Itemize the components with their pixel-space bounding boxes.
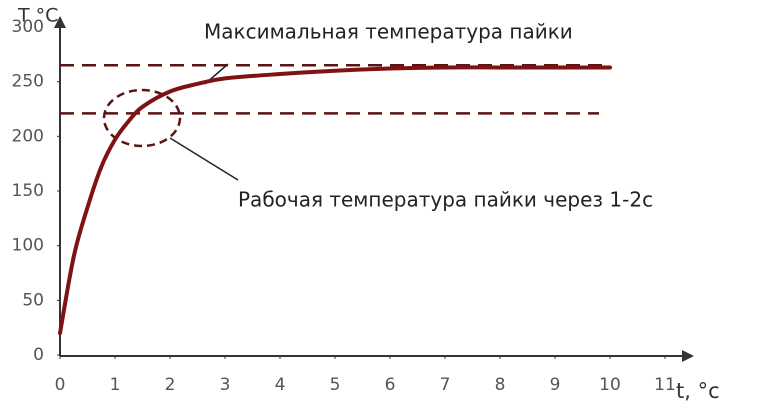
x-tick-label: 9: [550, 375, 561, 395]
x-arrow: [682, 350, 694, 362]
y-tick-label: 300: [12, 17, 44, 37]
line: [58, 65, 612, 336]
highlight-ellipse: [102, 88, 182, 148]
x-tick-label: 3: [220, 375, 231, 395]
x-tick-label: 8: [495, 375, 506, 395]
x-tick-label: 10: [599, 375, 621, 395]
y-tick-label: 200: [12, 126, 44, 146]
x-tick-label: 5: [330, 375, 341, 395]
x-tick-label: 11: [654, 375, 676, 395]
x-tick-label: 6: [385, 375, 396, 395]
x-tick-label: 4: [275, 375, 286, 395]
x-tick-label: 2: [165, 375, 176, 395]
y-tick-label: 50: [22, 290, 44, 310]
annotation: Рабочая температура пайки через 1-2с: [238, 188, 653, 212]
y-tick-label: 250: [12, 72, 44, 92]
y-axis-label: T °C: [17, 5, 58, 27]
x-tick-label: 1: [110, 375, 121, 395]
x-tick-label: 0: [55, 375, 66, 395]
y-arrow: [54, 16, 66, 28]
pointer: [169, 137, 239, 181]
x-tick-label: 7: [440, 375, 451, 395]
y-tick-label: 0: [33, 345, 44, 365]
annotation: Максимальная температура пайки: [204, 20, 573, 44]
x-axis-label: t, °c: [676, 379, 720, 403]
y-tick-label: 100: [12, 236, 44, 256]
y-tick-label: 150: [12, 181, 44, 201]
